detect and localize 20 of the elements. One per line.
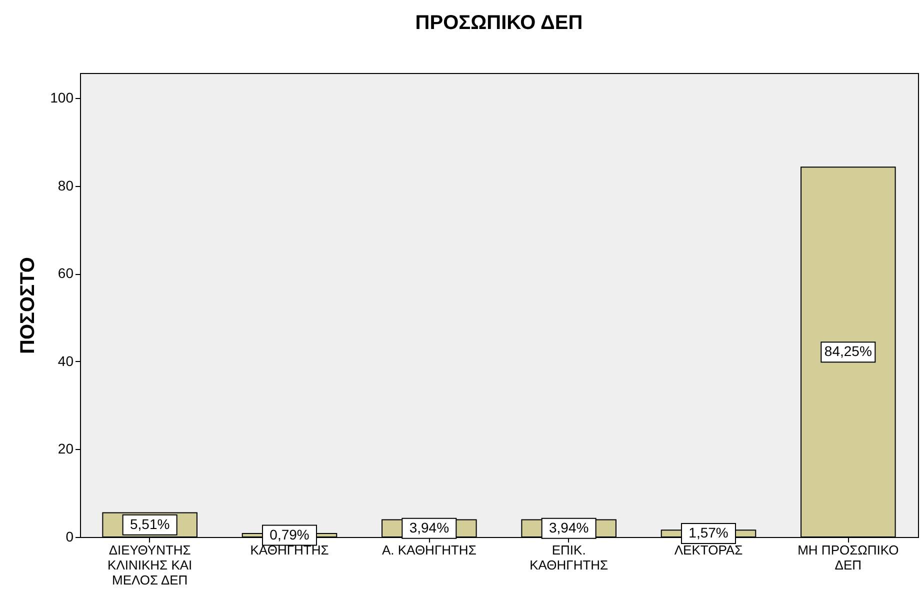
chart-title: ΠΡΟΣΩΠΙΚΟ ΔΕΠ: [415, 12, 583, 34]
data-label: 0,79%: [270, 526, 310, 542]
y-axis-title: ΠΟΣΟΣΤΟ: [17, 257, 40, 354]
data-label: 3,94%: [548, 519, 589, 536]
y-tick-label: 20: [58, 440, 74, 457]
x-tick-label: ΜΗ ΠΡΟΣΩΠΙΚΟ ΔΕΠ: [798, 542, 899, 572]
y-tick-label: 60: [58, 265, 74, 282]
y-tick-label: 40: [58, 352, 74, 369]
data-label: 5,51%: [130, 516, 170, 532]
x-tick-label: ΕΠΙΚ. ΚΑΘΗΓΗΤΗΣ: [530, 542, 608, 572]
data-label: 1,57%: [688, 524, 728, 541]
x-tick-label: Α. ΚΑΘΗΓΗΤΗΣ: [382, 542, 476, 558]
y-tick-label: 80: [58, 177, 74, 194]
x-tick-label: ΚΑΘΗΓΗΤΗΣ: [250, 542, 329, 558]
y-tick-label: 100: [50, 90, 74, 106]
data-label: 3,94%: [409, 519, 450, 536]
x-tick-label: ΛΕΚΤΟΡΑΣ: [674, 542, 743, 558]
y-tick-label: 0: [66, 528, 74, 544]
x-tick-label: ΔΙΕΥΘΥΝΤΗΣ ΚΛΙΝΙΚΗΣ ΚΑΙ ΜΕΛΟΣ ΔΕΠ: [108, 542, 192, 588]
data-label: 84,25%: [824, 343, 872, 360]
